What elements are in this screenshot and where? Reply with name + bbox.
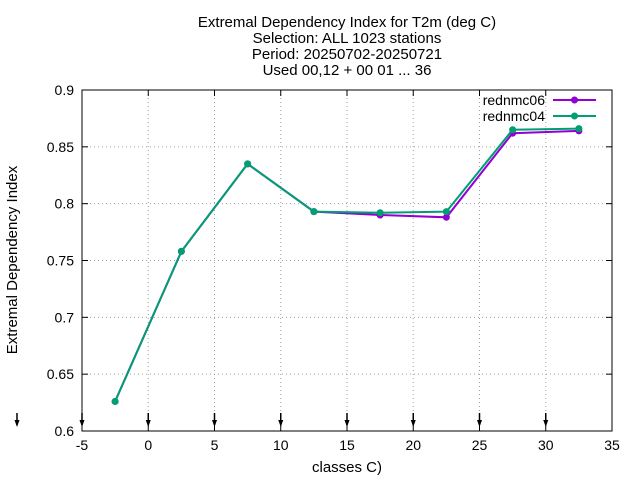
y-tick-label: 0.9 [55,82,75,98]
title-line-2: Selection: ALL 1023 stations [253,30,442,47]
y-tick-label: 0.6 [55,423,75,439]
x-tick-label: 30 [538,437,554,453]
y-tick-label: 0.75 [47,253,74,269]
axis-ticks: -5 0 5 10 15 20 25 30 35 0.6 0.65 0.7 0.75 0.8 0.85 0.9 [47,82,620,453]
legend-swatch-point [571,96,578,104]
legend-swatch-point [571,112,578,120]
y-tick-label: 0.85 [47,139,74,155]
data-point [442,208,450,216]
x-tick-label: 20 [405,437,421,453]
bottom-arrow-marker [14,413,20,427]
legend-label: rednmc04 [483,108,545,124]
title-line-3: Period: 20250702-20250721 [252,46,442,63]
legend-entry: rednmc06 [483,92,596,108]
y-tick-label: 0.65 [47,366,74,382]
legend-label: rednmc06 [483,92,545,108]
bottom-arrow-marker [410,413,416,427]
bottom-arrow-marker [278,413,284,427]
legend-entry: rednmc04 [483,108,596,124]
data-point [575,125,583,133]
x-tick-label: 25 [472,437,488,453]
series-rednmc04 [111,125,583,405]
bottom-arrow-marker [477,413,482,427]
x-tick-label: 10 [273,437,289,453]
x-tick-label: 0 [144,437,152,453]
data-point [244,160,252,168]
grid [82,90,612,431]
y-tick-label: 0.7 [55,309,75,325]
bottom-markers [14,413,549,427]
data-point [442,213,450,221]
data-point [376,209,384,217]
data-point [310,208,318,216]
y-axis-label: Extremal Dependency Index [4,165,21,354]
series-line [114,127,579,402]
x-tick-label: -5 [76,437,89,453]
y-tick-label: 0.8 [55,196,75,212]
chart-title: Extremal Dependency Index for T2m (deg C… [198,14,496,79]
data-point [509,126,517,134]
bottom-arrow-marker [543,413,549,427]
title-line-1: Extremal Dependency Index for T2m (deg C… [198,14,496,31]
data-point [177,247,185,255]
x-tick-label: 5 [211,437,219,453]
x-tick-label: 35 [604,437,620,453]
bottom-arrow-marker [79,413,85,427]
title-line-4: Used 00,12 + 00 01 ... 36 [263,62,432,79]
x-tick-label: 15 [339,437,355,453]
bottom-arrow-marker [212,413,217,427]
bottom-arrow-marker [145,413,151,427]
bottom-arrow-marker [344,413,350,427]
series [111,125,583,405]
x-axis-label: classes C) [312,459,382,476]
data-point [111,397,119,405]
